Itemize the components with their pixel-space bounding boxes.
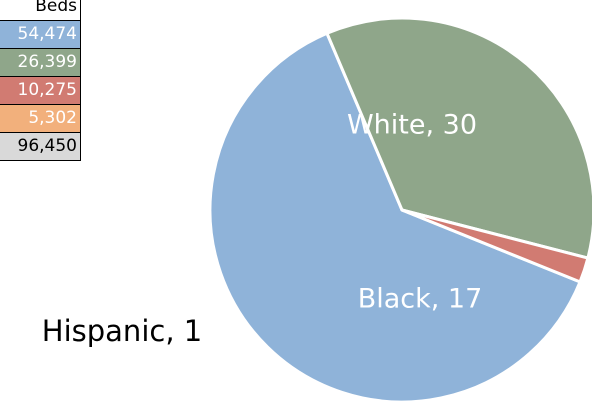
- beds-table-cell: 26,399: [0, 48, 81, 77]
- beds-table-container: Beds 54,474 26,399 10,275 5,302 96,450: [0, 0, 81, 161]
- beds-table: Beds 54,474 26,399 10,275 5,302 96,450: [0, 0, 81, 161]
- pie-slice-hispanic: [400, 208, 590, 284]
- pie-slice-black: [325, 16, 592, 260]
- pie-label-black: Black, 17: [358, 284, 483, 315]
- pie-label-white: White, 30: [347, 110, 477, 141]
- pie-label-hispanic: Hispanic, 1: [42, 314, 202, 348]
- beds-table-cell: 5,302: [0, 104, 81, 133]
- beds-table-total-cell: 96,450: [0, 132, 81, 161]
- beds-table-header: Beds: [0, 0, 81, 21]
- pie-slice-white: [208, 31, 582, 402]
- beds-table-cell: 10,275: [0, 76, 81, 105]
- beds-table-cell: 54,474: [0, 20, 81, 49]
